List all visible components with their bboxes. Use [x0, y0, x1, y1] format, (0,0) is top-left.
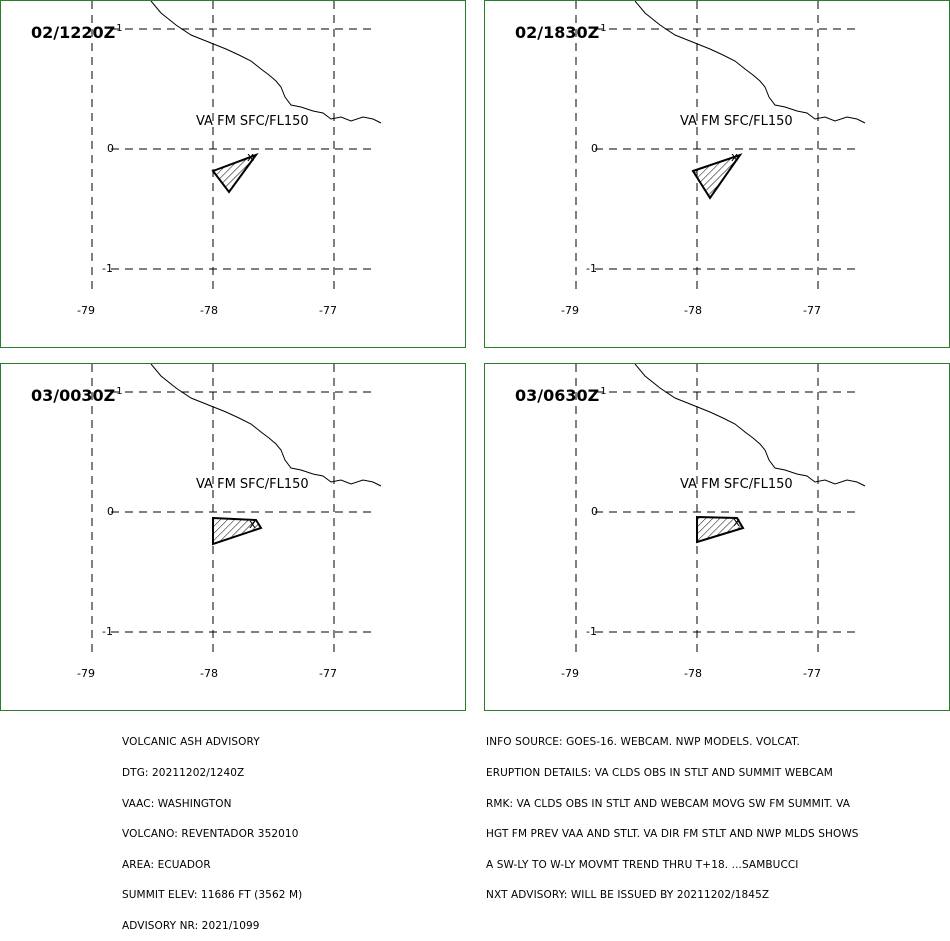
- panel-time: 02/1830Z1: [515, 23, 607, 42]
- volcano-icon: x: [247, 150, 254, 164]
- forecast-panel-2: x 02/1830Z1 VA FM SFC/FL150 0 -1 -79 -78…: [484, 0, 950, 348]
- advisory-line: VOLCANO: REVENTADOR 352010: [122, 828, 299, 841]
- advisory-line: AREA: ECUADOR: [122, 858, 211, 871]
- advisory-header-text: VOLCANIC ASH ADVISORY DTG: 20211202/1240…: [122, 717, 302, 941]
- lat-label: 0: [591, 505, 598, 518]
- advisory-line: A SW-LY TO W-LY MOVMT TREND THRU T+18. .…: [486, 858, 799, 871]
- volcano-icon: x: [731, 150, 738, 164]
- panel-time: 03/0630Z1: [515, 386, 607, 405]
- map-2: x: [575, 1, 866, 291]
- advisory-line: VOLCANIC ASH ADVISORY: [122, 736, 260, 749]
- lon-label: -79: [77, 304, 95, 317]
- lon-label: -77: [803, 304, 821, 317]
- coastline: [150, 364, 382, 487]
- advisory-line: VAAC: WASHINGTON: [122, 797, 232, 810]
- forecast-panel-4: x 03/0630Z1 VA FM SFC/FL150 0 -1 -79 -78…: [484, 363, 950, 711]
- lat-label: -1: [586, 262, 597, 275]
- ash-label: VA FM SFC/FL150: [196, 114, 309, 129]
- map-1: x: [91, 1, 382, 291]
- panel-time: 02/1220Z1: [31, 23, 123, 42]
- lon-label: -78: [684, 304, 702, 317]
- advisory-line: ADVISORY NR: 2021/1099: [122, 920, 260, 933]
- volcano-icon: x: [249, 517, 256, 531]
- lat-label: -1: [102, 625, 113, 638]
- coastline: [634, 364, 866, 487]
- advisory-line: RMK: VA CLDS OBS IN STLT AND WEBCAM MOVG…: [486, 797, 851, 810]
- coastline: [150, 1, 382, 124]
- coastline: [634, 1, 866, 124]
- lon-label: -78: [200, 304, 218, 317]
- lon-label: -78: [684, 667, 702, 680]
- map-3: x: [91, 364, 382, 654]
- lat-label: 0: [107, 505, 114, 518]
- lon-label: -79: [561, 667, 579, 680]
- lon-label: -79: [561, 304, 579, 317]
- advisory-line: INFO SOURCE: GOES-16. WEBCAM. NWP MODELS…: [486, 736, 800, 749]
- volcano-icon: x: [733, 515, 740, 529]
- lon-label: -77: [319, 667, 337, 680]
- panel-time: 03/0030Z1: [31, 386, 123, 405]
- ash-label: VA FM SFC/FL150: [680, 477, 793, 492]
- ash-label: VA FM SFC/FL150: [196, 477, 309, 492]
- lat-label: -1: [586, 625, 597, 638]
- advisory-line: NXT ADVISORY: WILL BE ISSUED BY 20211202…: [486, 889, 770, 902]
- ash-label: VA FM SFC/FL150: [680, 114, 793, 129]
- forecast-panel-3: x 03/0030Z1 VA FM SFC/FL150 0 -1 -79 -78…: [0, 363, 466, 711]
- forecast-panel-1: x 02/1220Z1 VA FM SFC/FL150 0 -1 -79 -78…: [0, 0, 466, 348]
- lat-label: -1: [102, 262, 113, 275]
- map-4: x: [575, 364, 866, 654]
- ash-area: [211, 152, 259, 194]
- lon-label: -78: [200, 667, 218, 680]
- ash-area: [691, 153, 743, 200]
- advisory-remarks-text: INFO SOURCE: GOES-16. WEBCAM. NWP MODELS…: [486, 717, 859, 911]
- lat-label: 0: [107, 142, 114, 155]
- advisory-line: HGT FM PREV VAA AND STLT. VA DIR FM STLT…: [486, 828, 859, 841]
- lon-label: -77: [319, 304, 337, 317]
- lon-label: -77: [803, 667, 821, 680]
- lat-label: 0: [591, 142, 598, 155]
- advisory-line: DTG: 20211202/1240Z: [122, 767, 245, 780]
- advisory-line: ERUPTION DETAILS: VA CLDS OBS IN STLT AN…: [486, 767, 833, 780]
- advisory-line: SUMMIT ELEV: 11686 FT (3562 M): [122, 889, 303, 902]
- ash-area: [212, 516, 263, 546]
- ash-area: [696, 515, 745, 544]
- lon-label: -79: [77, 667, 95, 680]
